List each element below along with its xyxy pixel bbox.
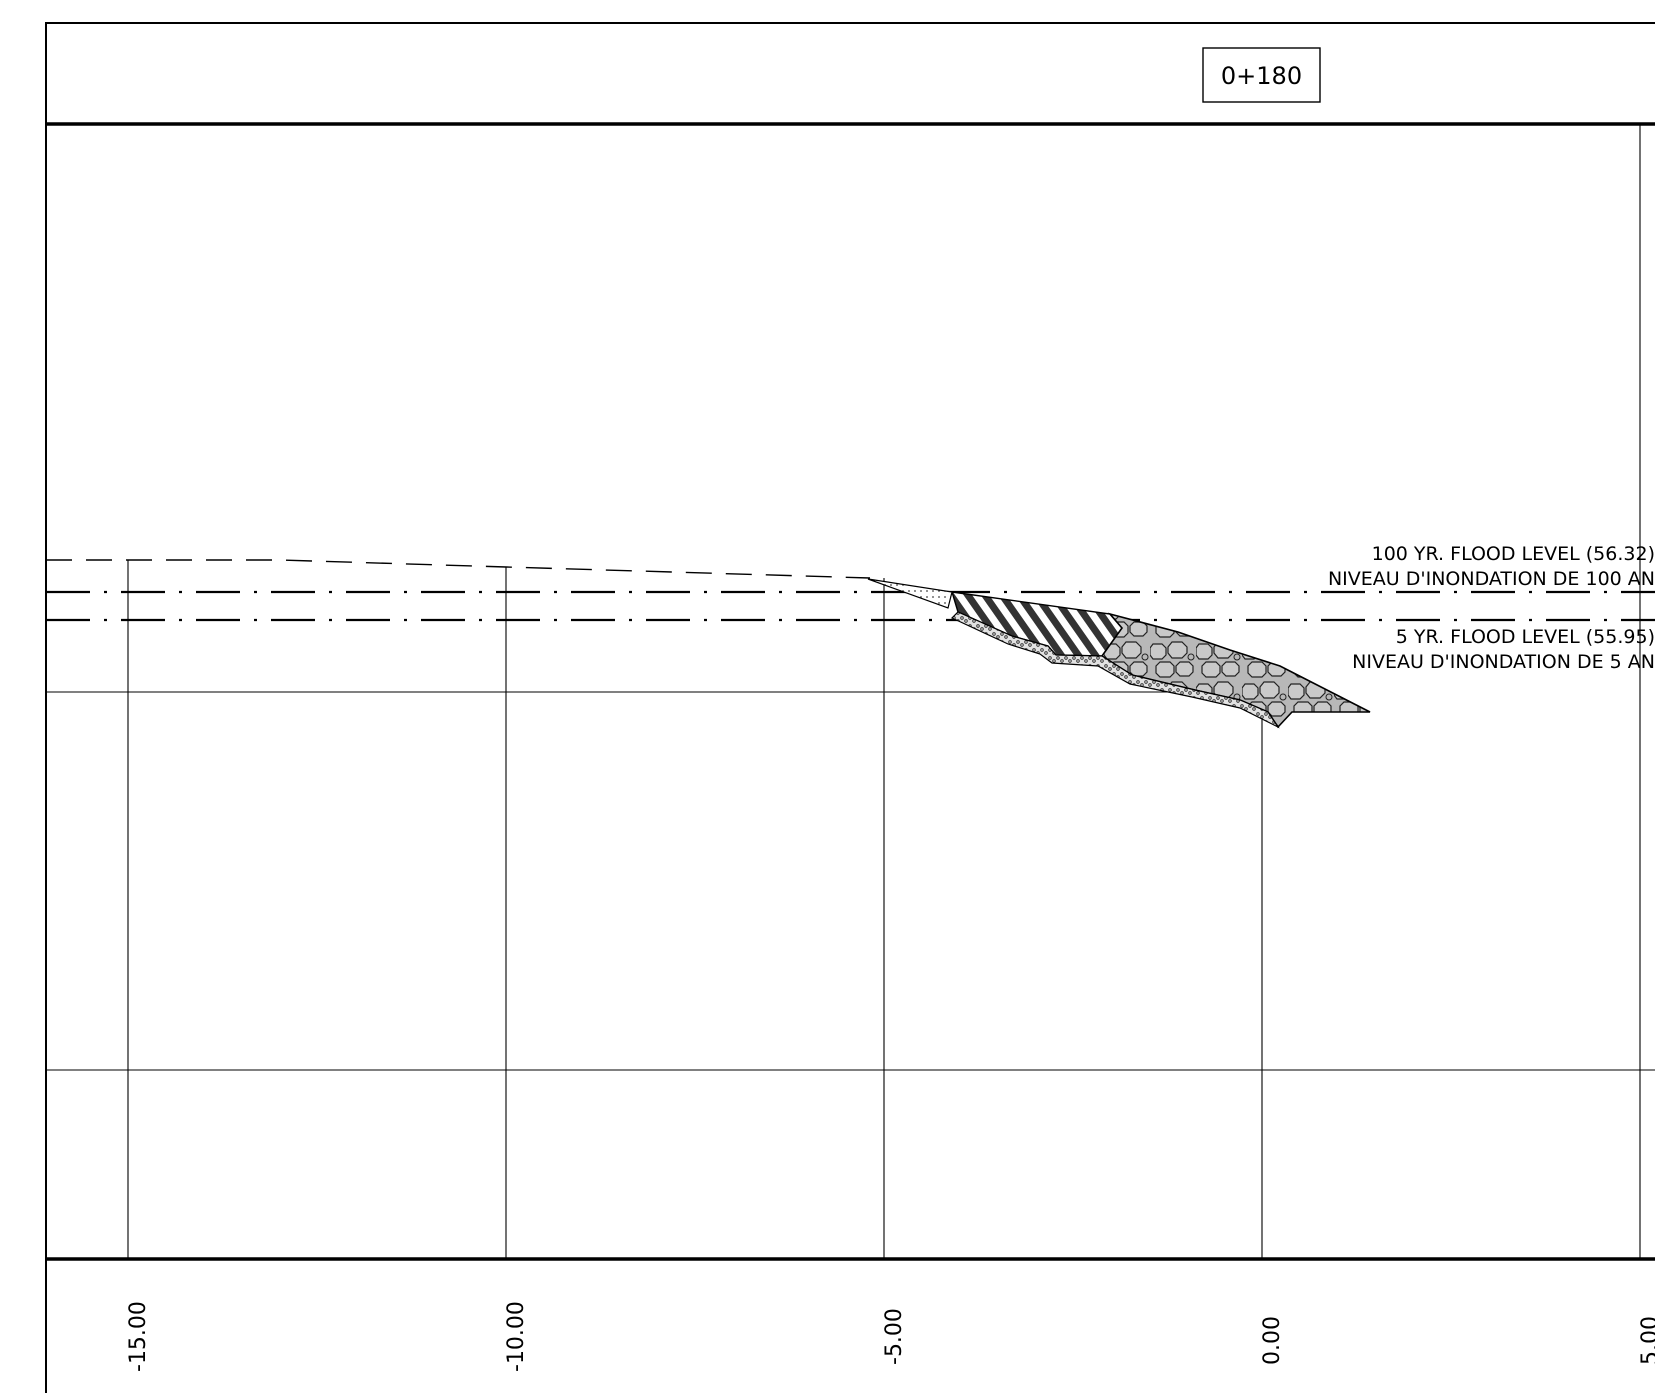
- existing-ground-line: [46, 559, 871, 579]
- sheet-frame: [45, 22, 1655, 1393]
- offset-tick-label: 0.00: [1260, 1316, 1285, 1365]
- flood-5yr-label-fr: NIVEAU D'INONDATION DE 5 AN: [1352, 651, 1655, 673]
- bank-protection-section: [867, 578, 1371, 729]
- offset-tick-label: -5.00: [882, 1308, 907, 1365]
- flood-annotations: 100 YR. FLOOD LEVEL (56.32) NIVEAU D'INO…: [1328, 543, 1655, 673]
- topsoil-wedge: [867, 578, 953, 609]
- station-label: 0+180: [1221, 62, 1302, 90]
- grid: [46, 124, 1655, 1259]
- station-box: 0+180: [1202, 47, 1321, 103]
- offset-axis: -15.00 -10.00 -5.00 0.00 5.00: [126, 1301, 1655, 1372]
- offset-tick-label: -15.00: [126, 1301, 151, 1372]
- granular-bedding-layer: [950, 611, 1280, 729]
- offset-tick-label: 5.00: [1638, 1316, 1655, 1365]
- offset-tick-label: -10.00: [504, 1301, 529, 1372]
- flood-100yr-label-en: 100 YR. FLOOD LEVEL (56.32): [1372, 543, 1655, 565]
- flood-5yr-label-en: 5 YR. FLOOD LEVEL (55.95): [1396, 626, 1655, 648]
- flood-100yr-label-fr: NIVEAU D'INONDATION DE 100 AN: [1328, 568, 1655, 590]
- riprap-layer: [1100, 612, 1371, 729]
